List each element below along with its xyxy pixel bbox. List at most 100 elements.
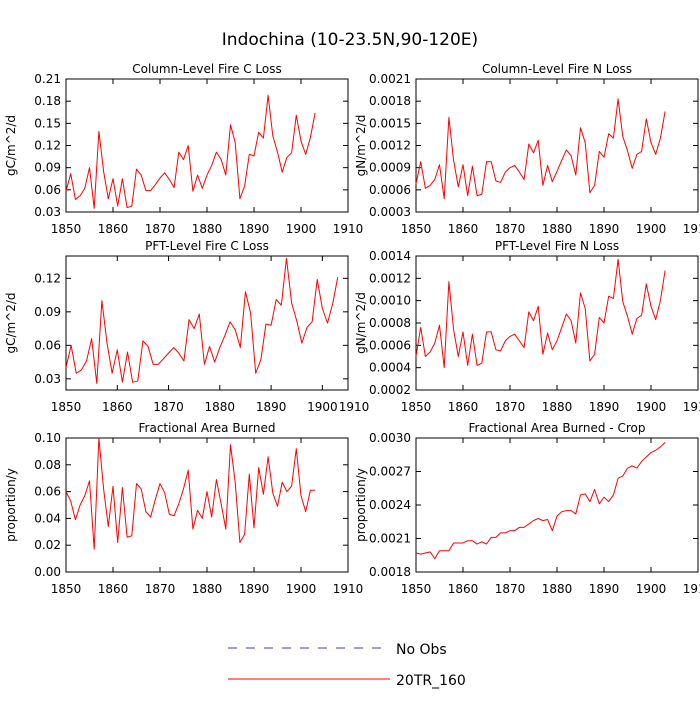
y-tick-label: 0.0018: [369, 565, 411, 579]
legend-no-obs-label: No Obs: [396, 642, 447, 658]
x-tick-label: 1880: [205, 400, 236, 414]
y-tick-label: 0.0012: [369, 139, 411, 153]
y-tick-label: 0.06: [34, 183, 61, 197]
x-tick-label: 1850: [51, 222, 82, 236]
plot-frame: [65, 78, 349, 213]
chart-panels: Column-Level Fire C Loss gC/m^2/d 1850 1860…: [4, 62, 700, 596]
y-tick-label: 0.06: [34, 485, 61, 499]
y-axis-label: gN/m^2/d: [354, 115, 368, 177]
series-line-20tr_160: [65, 94, 316, 209]
y-axis-label: gN/m^2/d: [354, 292, 368, 354]
y-tick-label: 0.02: [34, 538, 61, 552]
legend: No Obs 20TR_160: [228, 642, 466, 689]
y-tick-label: 0.0012: [369, 271, 411, 285]
series-line-20tr_160: [65, 257, 339, 384]
x-tick-label: 1880: [192, 582, 223, 596]
y-tick-label: 0.03: [34, 205, 61, 219]
y-tick-label: 0.0015: [369, 116, 411, 130]
series-line-20tr_160: [65, 437, 316, 550]
x-tick-label: 1860: [448, 582, 479, 596]
y-tick-label: 0.0027: [369, 465, 411, 479]
y-tick-label: 0.0018: [369, 94, 411, 108]
y-tick-label: 0.0002: [369, 383, 411, 397]
plot-frame: [65, 255, 349, 391]
y-tick-label: 0.0008: [369, 316, 411, 330]
plot-frame: [65, 437, 349, 573]
x-tick-label: 1870: [145, 222, 176, 236]
x-tick-label: 1890: [589, 582, 620, 596]
y-axis-label: proportion/y: [4, 468, 18, 542]
y-axis-label: gC/m^2/d: [4, 292, 18, 353]
x-tick-label: 1870: [495, 222, 526, 236]
x-tick-label: 1850: [401, 582, 432, 596]
x-tick-label: 1880: [542, 400, 573, 414]
x-tick-label: 1910: [333, 222, 364, 236]
x-tick-label: 1880: [192, 222, 223, 236]
x-tick-label: 1860: [448, 400, 479, 414]
x-tick-label: 1870: [153, 400, 184, 414]
x-tick-label: 1890: [589, 222, 620, 236]
y-tick-label: 0.0024: [369, 498, 411, 512]
legend-20tr-label: 20TR_160: [396, 673, 466, 689]
series-line-20tr_160: [415, 258, 666, 369]
series-line-20tr_160: [415, 442, 666, 560]
chart-panel: Column-Level Fire N Loss gN/m^2/d 1850 1860…: [354, 62, 700, 236]
x-tick-label: 1910: [333, 582, 364, 596]
x-tick-label: 1860: [102, 400, 133, 414]
x-tick-label: 1850: [401, 222, 432, 236]
y-tick-label: 0.0014: [369, 249, 411, 263]
y-tick-label: 0.04: [34, 511, 61, 525]
x-tick-label: 1860: [448, 222, 479, 236]
series-line-20tr_160: [415, 98, 666, 200]
y-tick-label: 0.00: [34, 565, 61, 579]
x-tick-label: 1900: [636, 222, 667, 236]
x-tick-label: 1880: [542, 582, 573, 596]
x-tick-label: 1900: [286, 222, 317, 236]
y-tick-label: 0.06: [34, 338, 61, 352]
chart-panel: Fractional Area Burned proportion/y 1850 18…: [4, 421, 363, 596]
chart-panel: PFT-Level Fire N Loss gN/m^2/d 1850 1860 187…: [354, 239, 700, 414]
x-tick-label: 1850: [401, 400, 432, 414]
y-tick-label: 0.0021: [369, 532, 411, 546]
plot-frame: [415, 437, 699, 573]
panel-title: Fractional Area Burned: [139, 421, 276, 435]
y-tick-label: 0.09: [34, 161, 61, 175]
x-tick-label: 1890: [239, 582, 270, 596]
x-tick-label: 1900: [636, 400, 667, 414]
figure-title: Indochina (10-23.5N,90-120E): [222, 30, 478, 50]
y-tick-label: 0.12: [34, 271, 61, 285]
chart-panel: Column-Level Fire C Loss gC/m^2/d 1850 1860…: [4, 62, 363, 236]
panel-title: PFT-Level Fire C Loss: [145, 239, 269, 253]
chart-panel: PFT-Level Fire C Loss gC/m^2/d 1850 1860 187…: [4, 239, 369, 414]
panel-title: PFT-Level Fire N Loss: [495, 239, 619, 253]
plot-frame: [415, 78, 699, 213]
x-tick-label: 1910: [683, 582, 700, 596]
x-tick-label: 1850: [51, 400, 82, 414]
y-tick-label: 0.0009: [369, 161, 411, 175]
x-tick-label: 1890: [256, 400, 287, 414]
x-tick-label: 1910: [339, 400, 370, 414]
y-tick-label: 0.0004: [369, 361, 411, 375]
x-tick-label: 1910: [683, 400, 700, 414]
y-tick-label: 0.08: [34, 458, 61, 472]
panel-title: Column-Level Fire C Loss: [132, 62, 282, 76]
y-axis-label: proportion/y: [354, 468, 368, 542]
y-tick-label: 0.0021: [369, 72, 411, 86]
x-tick-label: 1910: [683, 222, 700, 236]
x-tick-label: 1900: [286, 582, 317, 596]
y-tick-label: 0.03: [34, 372, 61, 386]
y-tick-label: 0.0030: [369, 431, 411, 445]
y-tick-label: 0.18: [34, 94, 61, 108]
x-tick-label: 1870: [495, 400, 526, 414]
x-tick-label: 1870: [495, 582, 526, 596]
panel-title: Column-Level Fire N Loss: [482, 62, 632, 76]
x-tick-label: 1870: [145, 582, 176, 596]
y-tick-label: 0.0006: [369, 183, 411, 197]
plot-frame: [415, 255, 699, 391]
y-tick-label: 0.0003: [369, 205, 411, 219]
y-tick-label: 0.21: [34, 72, 61, 86]
x-tick-label: 1860: [98, 582, 129, 596]
x-tick-label: 1880: [542, 222, 573, 236]
x-tick-label: 1850: [51, 582, 82, 596]
